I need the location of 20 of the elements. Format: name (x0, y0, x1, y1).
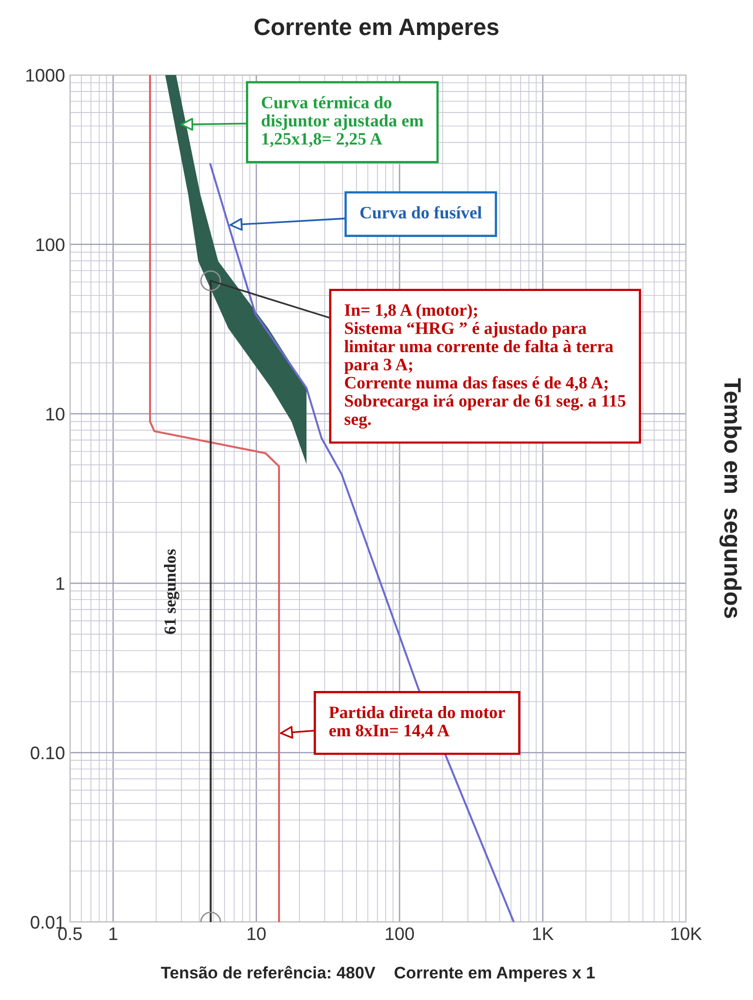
y-tick-label: 10 (46, 408, 64, 421)
x-tick-label: 100 (386, 927, 414, 940)
chart-title: Corrente em Amperes (254, 18, 498, 40)
x-tick-label: 1K (533, 928, 554, 940)
x-tick-label: 0.5 (58, 927, 82, 940)
annotation: Curva do fusível (360, 206, 482, 219)
y-tick-label: 1000 (26, 68, 64, 82)
annotation: Partida direta do motor em 8xIn= 14,4 A (329, 706, 505, 739)
annotation: Curva térmica do disjuntor ajustada em 1,25x1,8= 2,25 A (262, 96, 424, 148)
annotation: In= 1,8 A (motor); Sistema “HRG ” é ajustado para limitar uma corrente de falta à terra para 3 A; Corrente numa das fases é de 4,8 A; Sobrecarga irá operar de 61 seg. a 115 seg. (344, 304, 626, 429)
y-tick-label: 1 (56, 577, 64, 590)
y-tick-label: 100 (36, 238, 64, 252)
annotation: 61 segundos (164, 549, 180, 634)
y-axis-title: Tembo em segundos (719, 378, 742, 618)
x-axis-title: Tensão de referência: 480V Corrente em Amperes x 1 (160, 966, 595, 982)
y-tick-label: 0.10 (30, 746, 64, 760)
x-tick-label: 10K (671, 927, 702, 940)
x-tick-label: 1 (109, 928, 118, 940)
y-tick-label: 0.01 (30, 916, 64, 929)
x-tick-label: 10 (248, 927, 266, 940)
